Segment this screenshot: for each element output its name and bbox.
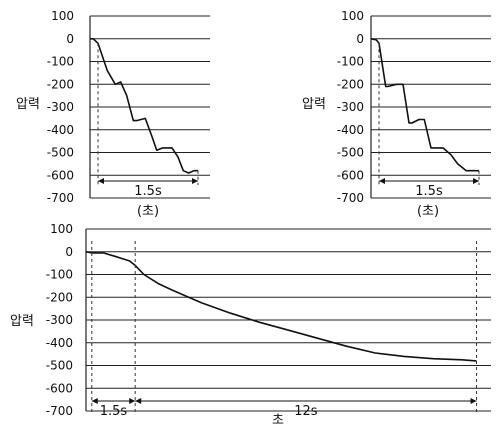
y-axis-label: 압력: [16, 97, 40, 112]
y-tick-label: 0: [66, 32, 74, 46]
arrow-head: [473, 178, 479, 184]
y-tick-label: -300: [46, 313, 73, 327]
y-tick-label: 0: [65, 245, 73, 259]
arrow-head: [470, 398, 477, 404]
y-tick-label: -700: [47, 191, 74, 205]
y-tick-label: 100: [341, 9, 364, 23]
y-tick-label: -100: [337, 55, 364, 69]
arrow-head: [192, 178, 198, 184]
chart-bottom: 100 0 -100 -200 -300 -400 -500 -600 -700 압력 1.5s 12…: [10, 222, 491, 428]
y-tick-label: -500: [337, 146, 364, 160]
y-tick-label: -100: [46, 268, 73, 282]
y-tick-label: 0: [356, 32, 364, 46]
y-tick-label: -700: [337, 191, 364, 205]
y-tick-label: -500: [46, 359, 73, 373]
arrow-head: [98, 178, 104, 184]
y-tick-label: 100: [51, 9, 74, 23]
y-tick-label: -600: [46, 381, 73, 395]
series-line: [90, 37, 198, 174]
y-tick-label: -400: [337, 123, 364, 137]
y-tick-label: -300: [47, 100, 74, 114]
y-tick-label: -500: [47, 146, 74, 160]
arrow-head: [129, 398, 136, 404]
y-tick-label: -300: [337, 100, 364, 114]
y-axis-label: 압력: [302, 97, 326, 112]
series-line: [370, 38, 479, 172]
y-tick-label: -200: [47, 77, 74, 91]
y-tick-label: -400: [46, 336, 73, 350]
chart-top-right: 100 0 -100 -200 -300 -400 -500 -600 -700 압력 1.5s (초…: [302, 9, 491, 219]
span-label: 1.5s: [100, 404, 128, 419]
y-tick-label: -100: [47, 55, 74, 69]
x-axis-label: (초): [137, 204, 159, 219]
span-label: 12s: [294, 404, 318, 419]
y-tick-label: -600: [337, 168, 364, 182]
y-axis-label: 압력: [10, 314, 34, 329]
x-axis-label: (초): [417, 204, 439, 219]
y-tick-label: -700: [46, 404, 73, 418]
span-label: 1.5s: [415, 184, 443, 199]
arrow-head: [379, 178, 385, 184]
y-tick-label: -400: [47, 123, 74, 137]
y-tick-label: 100: [50, 222, 73, 236]
span-label: 1.5s: [134, 184, 162, 199]
chart-top-left: 100 0 -100 -200 -300 -400 -500 -600 -700 압력 1.5s (초…: [16, 9, 210, 219]
x-axis-label: 초: [272, 413, 284, 428]
series-line: [85, 251, 477, 362]
y-tick-label: -200: [337, 77, 364, 91]
y-tick-label: -600: [47, 168, 74, 182]
arrow-head: [91, 398, 98, 404]
arrow-head: [135, 398, 142, 404]
y-tick-label: -200: [46, 290, 73, 304]
